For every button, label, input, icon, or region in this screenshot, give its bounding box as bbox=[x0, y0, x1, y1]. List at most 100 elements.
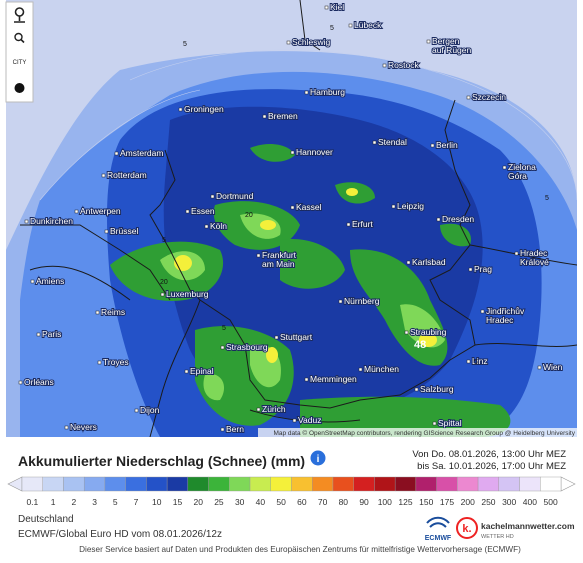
city-dot bbox=[95, 310, 100, 315]
city-dot bbox=[537, 365, 542, 370]
city-label: Prag bbox=[474, 264, 492, 274]
city-dot bbox=[290, 205, 295, 210]
legend-label: 100 bbox=[378, 497, 392, 507]
city-label: Karlsbad bbox=[412, 257, 446, 267]
city-label: Góra bbox=[508, 171, 527, 181]
kachelmann-logo[interactable]: k. kachelmannwetter.com WETTER HD bbox=[456, 517, 575, 540]
region: Deutschland bbox=[18, 514, 74, 525]
city-dot bbox=[97, 360, 102, 365]
city-label: Brüssel bbox=[110, 226, 138, 236]
legend-label: 80 bbox=[339, 497, 349, 507]
city-label: Zürich bbox=[262, 404, 286, 414]
city-dot bbox=[426, 39, 431, 44]
attribution: Map data © OpenStreetMap contributors, r… bbox=[273, 429, 575, 437]
attribution-bg bbox=[258, 428, 577, 437]
city-dot bbox=[256, 407, 261, 412]
precip-lightgreen bbox=[160, 213, 445, 401]
city-button[interactable]: CITY bbox=[13, 60, 27, 66]
city-label: Memmingen bbox=[310, 374, 357, 384]
legend-label: 25 bbox=[214, 497, 224, 507]
city-label: Erfurt bbox=[352, 219, 373, 229]
city-dot bbox=[372, 140, 377, 145]
legend-label: 90 bbox=[359, 497, 369, 507]
max-value: 48 bbox=[414, 339, 426, 351]
city-dot bbox=[74, 209, 79, 214]
city-label: Lübeck bbox=[354, 20, 382, 30]
city-dot bbox=[290, 150, 295, 155]
legend-swatch bbox=[498, 476, 520, 492]
city-dot bbox=[210, 194, 215, 199]
brand-sub: WETTER HD bbox=[481, 534, 514, 540]
legend-swatch bbox=[477, 476, 500, 492]
legend-swatch bbox=[125, 476, 147, 492]
city-label: Luxemburg bbox=[166, 289, 209, 299]
city-dot bbox=[134, 408, 139, 413]
city-label: Paris bbox=[42, 329, 61, 339]
legend-label: 50 bbox=[276, 497, 286, 507]
city-label: Amiens bbox=[36, 276, 64, 286]
city-dot bbox=[220, 427, 225, 432]
city-dot bbox=[274, 335, 279, 340]
legend-arrow-left bbox=[7, 476, 23, 492]
contour-label: 5 bbox=[222, 325, 226, 332]
legend-label: 500 bbox=[544, 497, 558, 507]
locate-button[interactable] bbox=[14, 7, 25, 23]
zoom-button[interactable] bbox=[14, 32, 25, 44]
city-label: Köln bbox=[210, 221, 227, 231]
legend-swatch bbox=[291, 476, 313, 492]
city-label: Reims bbox=[101, 307, 125, 317]
legend-label: 125 bbox=[398, 497, 412, 507]
point-button[interactable] bbox=[14, 83, 25, 93]
brand: kachelmannwetter.com bbox=[481, 521, 575, 531]
legend-swatch bbox=[42, 476, 64, 492]
legend-label: 0.1 bbox=[26, 497, 38, 507]
legend-label: 250 bbox=[481, 497, 495, 507]
city-label: auf Rügen bbox=[432, 45, 471, 55]
legend-swatch bbox=[415, 476, 437, 492]
city-dot bbox=[466, 95, 471, 100]
city-dot bbox=[406, 260, 411, 265]
city-label: Zielona bbox=[508, 162, 536, 172]
city-dot bbox=[160, 292, 165, 297]
city-label: Frankfurt bbox=[262, 250, 297, 260]
info-icon[interactable] bbox=[310, 450, 326, 466]
city-dot bbox=[220, 345, 225, 350]
model-run: ECMWF/Global Euro HD vom 08.01.2026/12z bbox=[18, 529, 222, 540]
legend: 0.1 1 2 3 5 7 10 15 20 25 30 40 50 60 70 80 90 100 125 150 1… bbox=[7, 476, 576, 507]
legend-swatch bbox=[208, 476, 230, 492]
city-label: Nürnberg bbox=[344, 296, 380, 306]
city-dot bbox=[391, 204, 396, 209]
legend-label: 1 bbox=[51, 497, 56, 507]
city-dot bbox=[204, 224, 209, 229]
city-dot bbox=[104, 229, 109, 234]
legend-swatch bbox=[83, 476, 106, 492]
city-label: Dunkirchen bbox=[30, 216, 73, 226]
city-dot bbox=[404, 330, 409, 335]
city-dot bbox=[101, 173, 106, 178]
city-dot bbox=[114, 151, 119, 156]
city-dot bbox=[304, 377, 309, 382]
legend-label: 7 bbox=[134, 497, 139, 507]
legend-swatch bbox=[457, 476, 479, 492]
ecmwf-label: ECMWF bbox=[425, 535, 452, 542]
date-to: bis Sa. 10.01.2026, 17:00 Uhr MEZ bbox=[417, 461, 566, 472]
city-label: Vaduz bbox=[298, 415, 321, 425]
legend-arrow-right bbox=[560, 476, 576, 492]
legend-label: 15 bbox=[173, 497, 183, 507]
city-dot bbox=[184, 369, 189, 374]
info-icon-label[interactable]: i bbox=[317, 454, 320, 465]
city-dot bbox=[24, 219, 29, 224]
city-label: Szczecin bbox=[472, 92, 506, 102]
legend-label: 10 bbox=[152, 497, 162, 507]
footer: Dieser Service basiert auf Daten und Pro… bbox=[79, 545, 521, 554]
legend-label: 150 bbox=[419, 497, 433, 507]
city-dot bbox=[185, 209, 190, 214]
city-label: Rostock bbox=[388, 60, 419, 70]
city-label: Kiel bbox=[330, 2, 344, 12]
legend-swatch bbox=[166, 476, 189, 492]
legend-swatch bbox=[353, 476, 375, 492]
city-dot bbox=[502, 165, 507, 170]
city-dot bbox=[262, 114, 267, 119]
